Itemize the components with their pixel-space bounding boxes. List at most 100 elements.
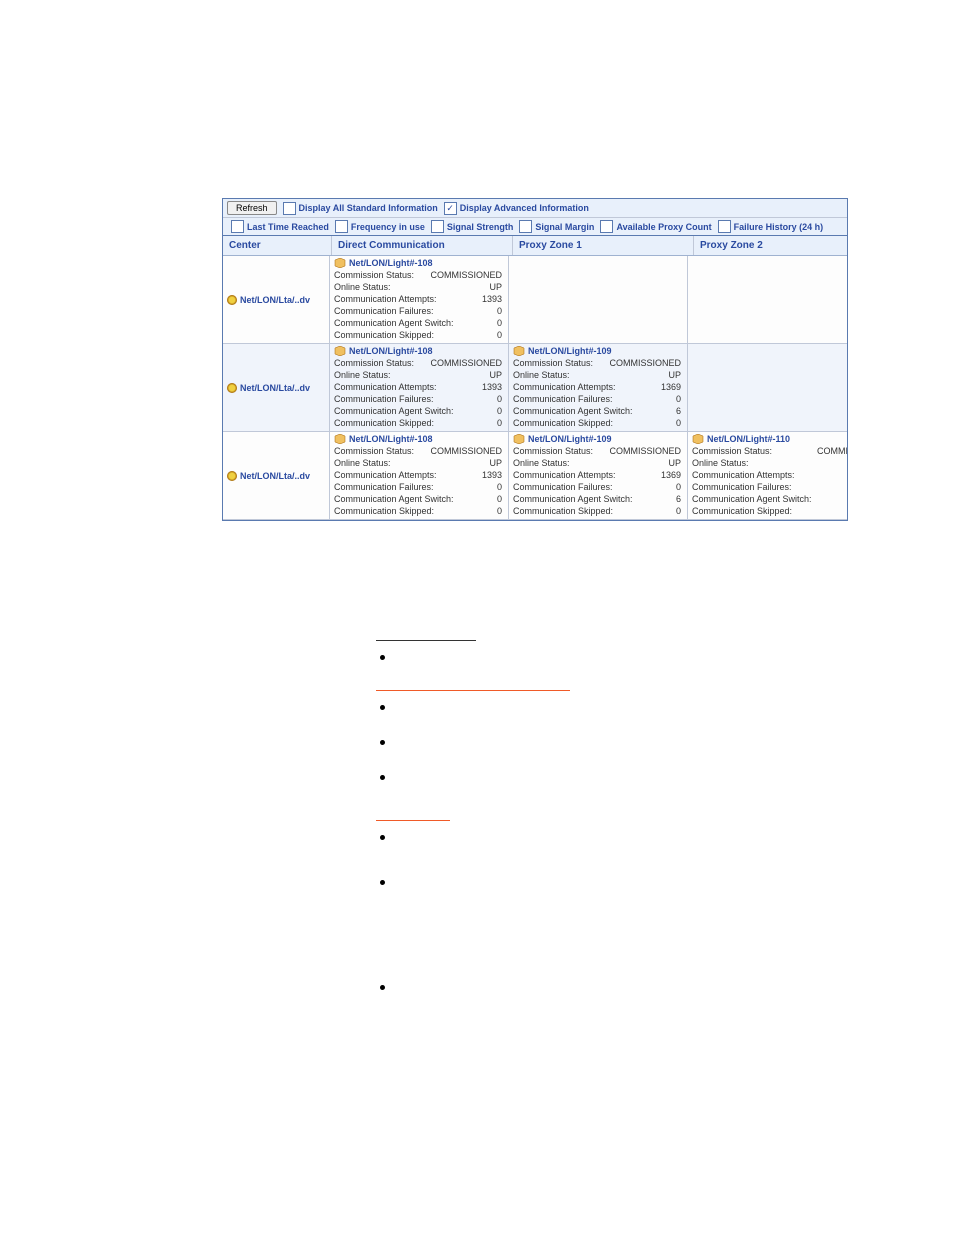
stat-row: Communication Failures: 0 [334,393,502,405]
stat-row: Communication Failures:0 [334,481,502,493]
proxy-count-checkbox[interactable] [600,220,613,233]
center-cell[interactable]: Net/LON/Lta/..dv [223,432,330,519]
stat-value: 6 [676,405,681,417]
col-header-direct[interactable]: Direct Communication [332,236,513,255]
device-icon [513,434,525,444]
last-time-label: Last Time Reached [247,222,329,232]
stat-label: Communication Attempts: [513,469,616,481]
node-title-text: Net/LON/Light#-109 [528,434,612,444]
stat-label: Online Status: [334,369,391,381]
stat-label: Communication Skipped: [334,505,434,517]
stat-value: UP [489,281,502,293]
stat-row: Communication Failures: 0 [513,393,681,405]
refresh-button[interactable]: Refresh [227,201,277,215]
col-header-zone2[interactable]: Proxy Zone 2 [694,236,848,255]
toolbar: Refresh Display All Standard Information… [223,199,847,218]
stat-row: Online Status:UP [334,281,502,293]
separator-line [376,640,476,641]
zone2-cell [688,256,848,343]
stat-row: Communication Skipped: 0 [334,505,502,517]
device-icon [334,346,346,356]
stat-row: Online Status: [692,457,848,469]
display-advanced-checkbox[interactable]: ✓ [444,202,457,215]
frequency-checkbox[interactable] [335,220,348,233]
filter-row: Last Time Reached Frequency in use Signa… [223,218,847,236]
bullet-section [376,640,570,1020]
stat-label: Communication Skipped: [513,417,613,429]
last-time-checkbox[interactable] [231,220,244,233]
display-advanced-label: Display Advanced Information [460,203,589,213]
node-title-text: Net/LON/Light#-108 [349,434,433,444]
node-title[interactable]: Net/LON/Light#-110 [692,434,848,444]
display-standard-checkbox[interactable] [283,202,296,215]
stat-row: Communication Agent Switch:6 [513,493,681,505]
separator-line-orange [376,820,450,821]
device-icon [513,346,525,356]
stat-value: COMMISSIONED [430,269,502,281]
col-header-zone1[interactable]: Proxy Zone 1 [513,236,694,255]
signal-margin-checkbox[interactable] [519,220,532,233]
node-title[interactable]: Net/LON/Light#-109 [513,434,681,444]
stat-label: Communication Failures: [513,393,613,405]
node-title[interactable]: Net/LON/Light#-108 [334,258,502,268]
col-header-center[interactable]: Center [223,236,332,255]
stat-row: Commission Status:COMMISSIONED [334,357,502,369]
bullet-icon [380,775,385,780]
device-icon [334,434,346,444]
stat-row: Communication Agent Switch: [692,493,848,505]
bullet-icon [380,985,385,990]
signal-strength-checkbox[interactable] [431,220,444,233]
stat-value: 0 [676,481,681,493]
stat-label: Commission Status: [334,445,414,457]
panel: Refresh Display All Standard Information… [222,198,848,521]
stat-row: Communication Agent Switch:0 [334,317,502,329]
node-icon [227,383,237,393]
center-cell[interactable]: Net/LON/Lta/..dv [223,256,330,343]
stat-value: 1393 [482,381,502,393]
stat-row: Communication Attempts: 1369 [513,469,681,481]
node-title[interactable]: Net/LON/Light#-109 [513,346,681,356]
node-icon [227,471,237,481]
stat-label: Communication Failures: [692,481,792,493]
bullet-icon [380,655,385,660]
stat-label: Communication Failures: [334,393,434,405]
stat-label: Communication Skipped: [334,417,434,429]
stat-label: Communication Attempts: [334,469,437,481]
stat-label: Commission Status: [513,445,593,457]
node-title[interactable]: Net/LON/Light#-108 [334,434,502,444]
stat-label: Communication Skipped: [334,329,434,341]
stat-value: 0 [676,393,681,405]
stat-row: Communication Attempts:1369 [513,381,681,393]
stat-label: Communication Skipped: [692,505,792,517]
frequency-label: Frequency in use [351,222,425,232]
stat-row: Communication Agent Switch:0 [334,493,502,505]
stat-row: Commission Status: COMMISSIONED [334,269,502,281]
node-title-text: Net/LON/Light#-109 [528,346,612,356]
center-cell[interactable]: Net/LON/Lta/..dv [223,344,330,431]
stat-label: Communication Failures: [513,481,613,493]
stat-row: Communication Attempts:1393 [334,293,502,305]
stat-value: 1369 [661,469,681,481]
failure-history-checkbox[interactable] [718,220,731,233]
separator-line-orange [376,690,570,691]
node-title[interactable]: Net/LON/Light#-108 [334,346,502,356]
stat-value: 1393 [482,293,502,305]
stat-row: Online Status:UP [513,369,681,381]
stat-row: Communication Agent Switch:0 [334,405,502,417]
stat-value: 0 [497,505,502,517]
stat-value: COMMISSIONED [609,445,681,457]
header-row: Center Direct Communication Proxy Zone 1… [223,236,847,256]
stat-value: 0 [497,317,502,329]
center-label: Net/LON/Lta/..dv [240,471,310,481]
stat-value: COMMISS [817,445,848,457]
stat-row: Communication Attempts:1393 [334,381,502,393]
stat-row: Communication Failures:0 [334,305,502,317]
stat-label: Commission Status: [513,357,593,369]
stat-value: 0 [497,405,502,417]
stat-value: 0 [497,393,502,405]
stat-value: UP [668,369,681,381]
node-title-text: Net/LON/Light#-110 [707,434,790,444]
stat-label: Commission Status: [334,269,414,281]
stat-value: 0 [497,305,502,317]
stat-value: UP [489,369,502,381]
